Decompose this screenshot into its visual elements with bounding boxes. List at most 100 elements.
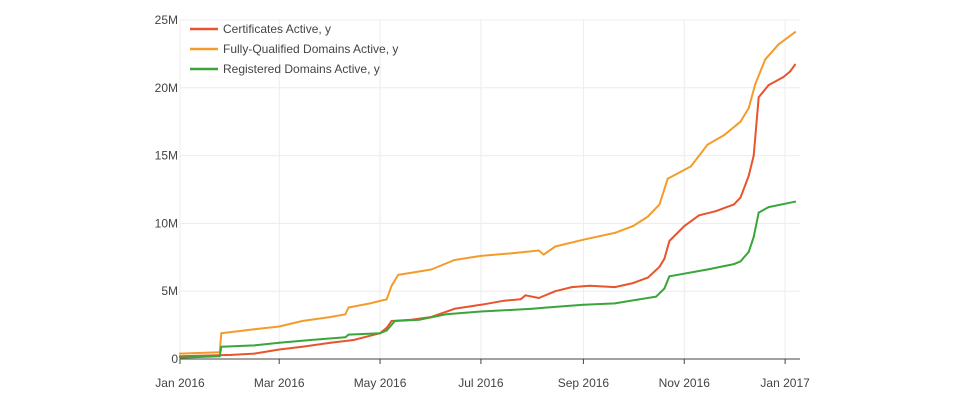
data-point[interactable]	[698, 214, 701, 217]
data-point[interactable]	[632, 225, 634, 228]
series-line-1[interactable]	[179, 63, 796, 358]
data-point[interactable]	[732, 263, 735, 266]
data-point[interactable]	[385, 298, 388, 301]
data-point[interactable]	[764, 58, 767, 61]
data-point[interactable]	[347, 333, 350, 336]
data-point[interactable]	[301, 345, 304, 348]
data-point[interactable]	[747, 250, 750, 253]
data-point[interactable]	[722, 134, 725, 137]
data-point[interactable]	[511, 252, 514, 255]
data-point[interactable]	[668, 240, 671, 242]
data-point[interactable]	[278, 348, 281, 351]
legend[interactable]: Certificates Active, y Fully-Qualified Do…	[190, 22, 398, 76]
data-point[interactable]	[253, 328, 256, 331]
data-point[interactable]	[658, 265, 661, 268]
data-point[interactable]	[479, 303, 482, 306]
data-point[interactable]	[757, 211, 760, 214]
data-point[interactable]	[739, 120, 742, 123]
data-point[interactable]	[503, 299, 506, 302]
data-point[interactable]	[789, 70, 792, 73]
data-point[interactable]	[613, 286, 616, 289]
data-point[interactable]	[352, 339, 355, 341]
data-point[interactable]	[570, 286, 573, 289]
data-point[interactable]	[418, 318, 421, 321]
data-point[interactable]	[329, 316, 332, 318]
data-point[interactable]	[554, 245, 557, 248]
legend-item[interactable]: Certificates Active, y	[190, 22, 331, 36]
data-point[interactable]	[706, 268, 709, 271]
data-point[interactable]	[531, 307, 534, 310]
series-line-2[interactable]	[179, 31, 796, 355]
legend-item[interactable]: Registered Domains Active, y	[190, 62, 380, 76]
data-point[interactable]	[479, 310, 482, 313]
data-point[interactable]	[689, 165, 692, 168]
data-point[interactable]	[739, 260, 742, 263]
data-point[interactable]	[714, 210, 717, 213]
data-point[interactable]	[668, 275, 671, 278]
data-point[interactable]	[385, 326, 388, 329]
data-point[interactable]	[632, 282, 634, 285]
data-point[interactable]	[329, 341, 332, 344]
data-point[interactable]	[777, 43, 780, 46]
data-point[interactable]	[613, 302, 616, 305]
data-point[interactable]	[344, 336, 347, 339]
data-point[interactable]	[546, 306, 548, 309]
data-point[interactable]	[253, 344, 256, 347]
data-point[interactable]	[655, 295, 658, 298]
data-point[interactable]	[683, 225, 686, 228]
data-point[interactable]	[220, 332, 223, 335]
data-point[interactable]	[537, 297, 540, 299]
data-point[interactable]	[393, 320, 396, 322]
data-point[interactable]	[397, 273, 400, 276]
legend-item[interactable]: Fully-Qualified Domains Active, y	[190, 42, 398, 56]
data-point[interactable]	[278, 325, 281, 328]
data-point[interactable]	[524, 294, 527, 297]
data-point[interactable]	[666, 177, 669, 180]
data-point[interactable]	[453, 307, 456, 310]
data-point[interactable]	[794, 31, 796, 34]
data-point[interactable]	[347, 306, 350, 309]
data-point[interactable]	[663, 287, 666, 290]
data-point[interactable]	[554, 290, 557, 293]
data-point[interactable]	[582, 238, 585, 241]
series-line-3[interactable]	[179, 200, 796, 359]
data-point[interactable]	[301, 320, 304, 322]
data-point[interactable]	[537, 249, 540, 252]
data-point[interactable]	[253, 352, 256, 355]
data-point[interactable]	[582, 303, 585, 306]
data-point[interactable]	[754, 82, 757, 85]
data-point[interactable]	[747, 174, 750, 177]
data-point[interactable]	[379, 332, 382, 335]
data-point[interactable]	[757, 96, 760, 99]
data-point[interactable]	[663, 257, 666, 260]
data-point[interactable]	[278, 341, 281, 344]
data-point[interactable]	[390, 284, 393, 287]
data-point[interactable]	[658, 203, 661, 206]
data-point[interactable]	[218, 355, 221, 358]
data-point[interactable]	[752, 236, 755, 238]
data-point[interactable]	[479, 254, 482, 257]
data-point[interactable]	[747, 107, 750, 110]
data-point[interactable]	[430, 268, 433, 271]
data-point[interactable]	[794, 200, 796, 203]
data-point[interactable]	[230, 353, 233, 356]
data-point[interactable]	[782, 76, 785, 78]
data-point[interactable]	[220, 345, 223, 348]
data-point[interactable]	[369, 302, 372, 305]
data-point[interactable]	[542, 253, 545, 256]
data-point[interactable]	[179, 352, 181, 355]
data-point[interactable]	[309, 339, 312, 341]
data-point[interactable]	[646, 215, 649, 218]
data-point[interactable]	[794, 63, 796, 66]
data-point[interactable]	[739, 196, 742, 199]
data-point[interactable]	[445, 313, 448, 316]
data-point[interactable]	[706, 143, 709, 146]
data-point[interactable]	[752, 154, 755, 157]
data-point[interactable]	[453, 259, 456, 261]
data-point[interactable]	[613, 231, 616, 234]
data-point[interactable]	[638, 298, 641, 301]
data-point[interactable]	[390, 320, 393, 322]
data-point[interactable]	[385, 329, 388, 332]
data-point[interactable]	[767, 206, 770, 209]
data-point[interactable]	[767, 84, 770, 87]
